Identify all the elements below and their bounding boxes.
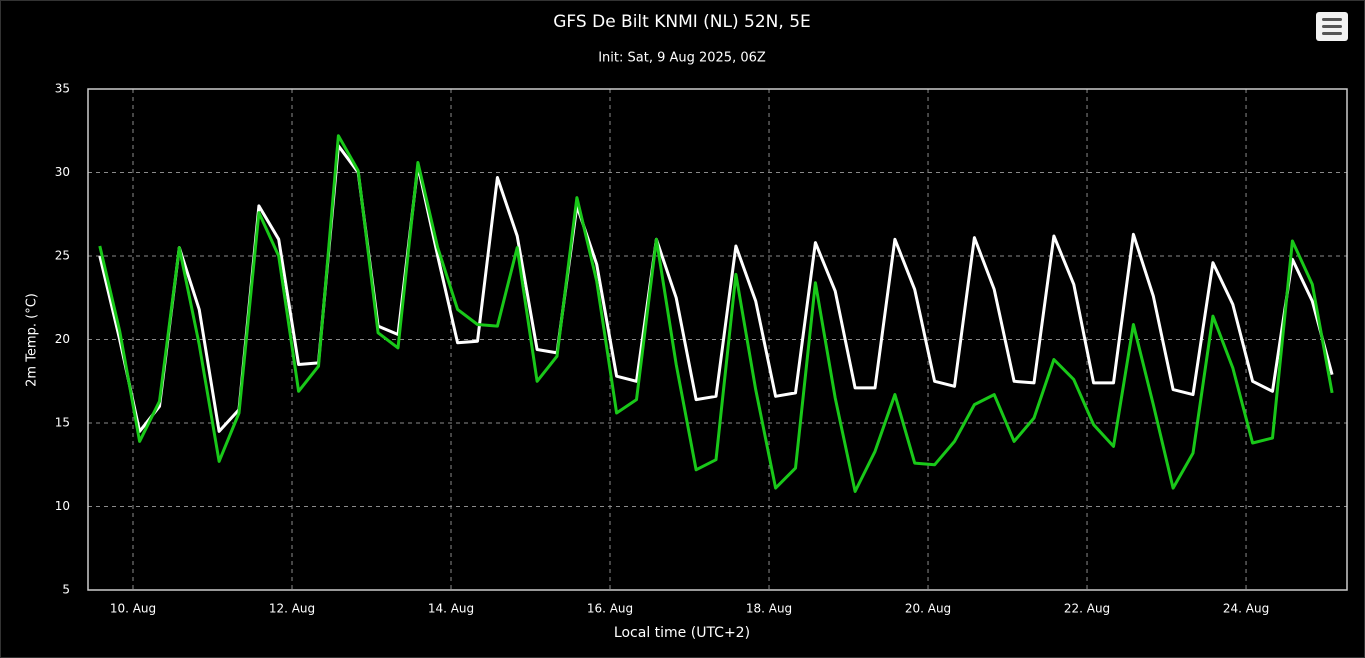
series-line [98, 144, 1334, 433]
x-axis-label: Local time (UTC+2) [614, 625, 750, 641]
y-tick-label: 10 [55, 499, 70, 513]
x-tick-label: 18. Aug [746, 602, 792, 616]
y-tick-label: 20 [55, 332, 70, 346]
y-tick-label: 15 [55, 416, 70, 430]
menu-icon-bar [1322, 25, 1342, 28]
y-tick-label: 35 [55, 82, 70, 96]
y-tick-label: 5 [62, 583, 70, 597]
x-tick-label: 16. Aug [587, 602, 633, 616]
chart-title: GFS De Bilt KNMI (NL) 52N, 5E [553, 12, 811, 32]
x-tick-label: 20. Aug [905, 602, 951, 616]
y-tick-label: 30 [55, 165, 70, 179]
menu-button[interactable] [1316, 12, 1348, 41]
x-tick-label: 22. Aug [1064, 602, 1110, 616]
plot-border [87, 88, 1348, 591]
x-tick-label: 10. Aug [110, 602, 156, 616]
menu-icon-bar [1322, 32, 1342, 35]
y-tick-label: 25 [55, 249, 70, 263]
menu-icon-bar [1322, 18, 1342, 21]
x-tick-label: 14. Aug [428, 602, 474, 616]
series-line [98, 134, 1334, 493]
y-axis-label: 2m Temp. (°C) [25, 293, 40, 387]
plot: 5 10 15 20 25 30 35 10. Aug 12. Aug 14. Aug 16. Au… [55, 82, 1348, 616]
x-tick-label: 24. Aug [1223, 602, 1269, 616]
chart-subtitle: Init: Sat, 9 Aug 2025, 06Z [598, 51, 766, 66]
x-tick-label: 12. Aug [269, 602, 315, 616]
